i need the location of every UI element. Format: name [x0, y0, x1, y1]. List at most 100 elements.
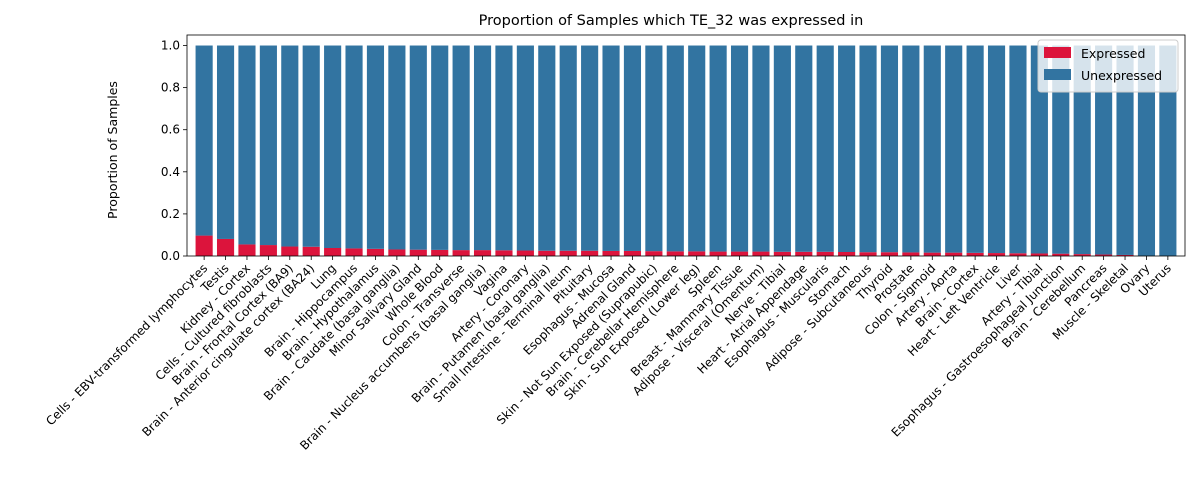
bar-expressed-8 [366, 248, 385, 256]
bars-layer [195, 45, 1177, 257]
bar-unexpressed-41 [1073, 45, 1091, 255]
bar-expressed-7 [345, 248, 363, 256]
bar-expressed-16 [538, 250, 556, 256]
bar-unexpressed-21 [645, 45, 663, 252]
bar-unexpressed-30 [838, 45, 856, 253]
bar-expressed-26 [752, 251, 770, 256]
bar-expressed-40 [1052, 253, 1070, 256]
bar-expressed-29 [816, 251, 834, 256]
bar-expressed-25 [730, 251, 749, 256]
bar-expressed-18 [581, 250, 599, 256]
bar-expressed-15 [516, 250, 534, 256]
bar-expressed-34 [923, 252, 941, 256]
bar-unexpressed-15 [516, 45, 534, 251]
bar-unexpressed-24 [709, 45, 727, 252]
plot-frame [186, 34, 1186, 257]
bar-unexpressed-38 [1009, 45, 1027, 254]
bar-expressed-23 [688, 251, 706, 256]
bar-unexpressed-19 [602, 45, 620, 251]
bar-unexpressed-27 [773, 45, 791, 252]
bar-expressed-1 [216, 238, 235, 256]
bar-unexpressed-3 [259, 45, 277, 246]
bar-unexpressed-4 [281, 45, 299, 247]
bar-unexpressed-40 [1052, 45, 1070, 254]
bar-expressed-24 [709, 251, 727, 256]
bar-expressed-0 [195, 235, 213, 256]
bar-unexpressed-32 [880, 45, 899, 253]
bar-expressed-36 [966, 252, 984, 256]
bar-expressed-38 [1009, 253, 1027, 256]
bar-expressed-19 [602, 250, 620, 256]
bar-unexpressed-28 [795, 45, 813, 252]
bar-unexpressed-5 [302, 45, 320, 247]
bar-expressed-6 [324, 248, 342, 256]
bar-unexpressed-45 [1159, 45, 1177, 257]
bar-expressed-9 [388, 249, 406, 256]
bar-expressed-2 [238, 244, 256, 256]
bar-expressed-12 [452, 250, 470, 256]
legend-label-unexpressed: Unexpressed [1081, 68, 1162, 83]
legend: Expressed Unexpressed [1037, 39, 1179, 93]
bar-expressed-5 [302, 246, 320, 256]
bar-expressed-41 [1073, 254, 1091, 256]
y-tick-label-2: 0.4 [161, 165, 180, 179]
bar-unexpressed-20 [623, 45, 642, 251]
bar-unexpressed-16 [538, 45, 556, 251]
bar-expressed-17 [559, 250, 577, 256]
bar-unexpressed-39 [1030, 45, 1048, 254]
bar-unexpressed-31 [859, 45, 877, 253]
bar-expressed-13 [473, 250, 492, 256]
bar-unexpressed-9 [388, 45, 406, 250]
bar-unexpressed-36 [966, 45, 984, 253]
y-tick-labels: 0.0 0.2 0.4 0.6 0.8 1.0 [161, 39, 180, 263]
bar-unexpressed-10 [409, 45, 427, 250]
bar-expressed-22 [666, 251, 684, 256]
y-axis-label: Proportion of Samples [105, 81, 120, 219]
bar-expressed-11 [431, 249, 449, 256]
bar-unexpressed-2 [238, 45, 256, 245]
legend-swatch-expressed [1044, 47, 1071, 58]
bar-unexpressed-13 [473, 45, 492, 251]
bar-expressed-32 [880, 252, 899, 256]
bar-expressed-33 [902, 252, 920, 256]
bar-unexpressed-33 [902, 45, 920, 253]
bar-unexpressed-44 [1137, 45, 1156, 257]
bar-unexpressed-23 [688, 45, 706, 252]
bar-unexpressed-17 [559, 45, 577, 251]
axes-layer [183, 34, 1186, 260]
bar-expressed-30 [838, 252, 856, 256]
bar-expressed-28 [795, 251, 813, 256]
bar-unexpressed-26 [752, 45, 770, 252]
bar-expressed-14 [495, 250, 513, 256]
bar-unexpressed-43 [1116, 45, 1134, 255]
bar-expressed-42 [1095, 254, 1113, 256]
bar-expressed-43 [1116, 254, 1134, 256]
y-tick-label-4: 0.8 [161, 81, 180, 95]
legend-swatch-unexpressed [1044, 69, 1071, 80]
y-tick-label-5: 1.0 [161, 39, 180, 53]
bar-expressed-39 [1030, 253, 1048, 256]
bar-expressed-4 [281, 246, 299, 256]
bar-unexpressed-0 [195, 45, 213, 236]
bar-expressed-27 [773, 251, 791, 256]
bar-unexpressed-6 [324, 45, 342, 249]
bar-unexpressed-14 [495, 45, 513, 251]
chart-title: Proportion of Samples which TE_32 was ex… [479, 13, 864, 29]
bar-unexpressed-35 [945, 45, 963, 253]
x-tick-labels: Cells - EBV-transformed lymphocytesTesti… [43, 261, 1174, 453]
legend-label-expressed: Expressed [1081, 46, 1145, 61]
bar-unexpressed-22 [666, 45, 684, 252]
bar-expressed-31 [859, 252, 877, 256]
bar-unexpressed-8 [366, 45, 385, 249]
bar-expressed-35 [945, 252, 963, 256]
bar-expressed-3 [259, 245, 277, 256]
y-tick-label-3: 0.6 [161, 123, 180, 137]
legend-box [1037, 39, 1179, 93]
bar-unexpressed-37 [987, 45, 1006, 254]
bar-unexpressed-25 [730, 45, 749, 252]
bar-expressed-10 [409, 249, 427, 256]
bar-unexpressed-18 [581, 45, 599, 251]
bar-unexpressed-1 [216, 45, 235, 239]
